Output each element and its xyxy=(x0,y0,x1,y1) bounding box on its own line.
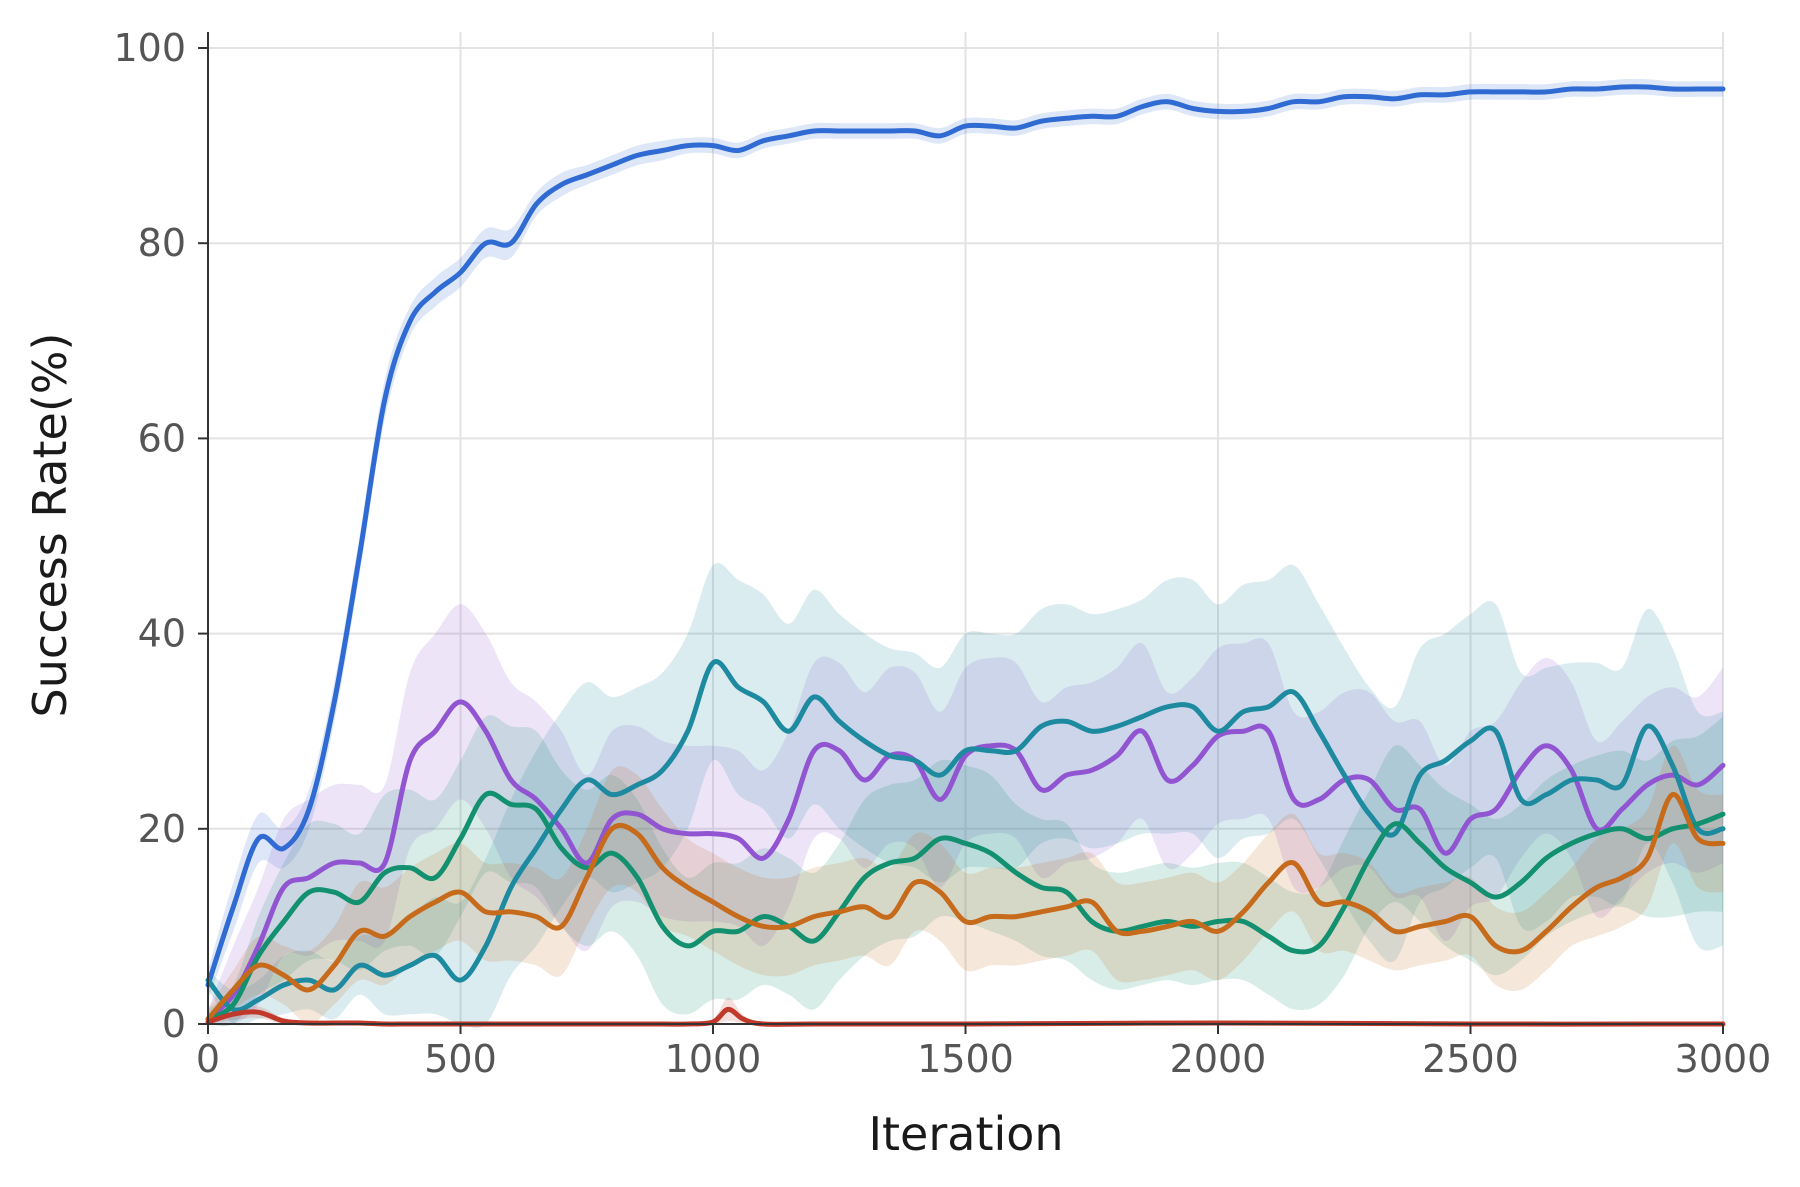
y-tick-label: 60 xyxy=(138,416,186,460)
y-tick-label: 100 xyxy=(113,26,186,70)
tick-labels: 0 500 1000 1500 2000 2500 3000 0 20 40 60 80 100 xyxy=(113,26,1771,1081)
x-tick-label: 1000 xyxy=(665,1037,762,1081)
series-1-line xyxy=(205,84,1726,988)
grid xyxy=(207,32,1724,1025)
x-tick-label: 3000 xyxy=(1675,1037,1772,1081)
x-tick-label: 2500 xyxy=(1422,1037,1519,1081)
y-tick-label: 40 xyxy=(138,612,186,656)
series-5-line xyxy=(205,792,1726,1022)
x-tick-label: 0 xyxy=(196,1037,220,1081)
x-tick-label: 2000 xyxy=(1170,1037,1267,1081)
y-tick-label: 20 xyxy=(138,807,186,851)
series-4-line xyxy=(205,790,1726,1022)
y-axis-label: Success Rate(%) xyxy=(23,333,77,718)
series-4-band xyxy=(208,715,1723,1027)
x-tick-label: 1500 xyxy=(917,1037,1014,1081)
series-2-line xyxy=(205,699,1726,1022)
y-tick-label: 0 xyxy=(162,1002,186,1046)
series-3-line xyxy=(205,659,1726,1013)
series-3-band xyxy=(208,562,1723,1028)
x-axis-label: Iteration xyxy=(868,1107,1063,1161)
confidence-bands xyxy=(208,78,1723,1028)
x-tick-label: 500 xyxy=(424,1037,497,1081)
series-5-band xyxy=(208,745,1723,1024)
series-2-band xyxy=(208,604,1723,1026)
y-tick-label: 80 xyxy=(138,221,186,265)
